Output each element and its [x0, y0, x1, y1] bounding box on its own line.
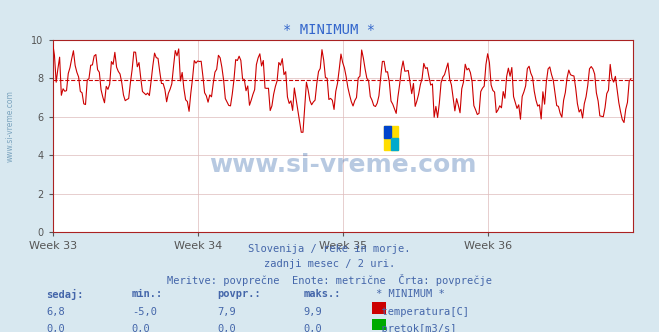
- Text: pretok[m3/s]: pretok[m3/s]: [369, 324, 457, 332]
- Bar: [384, 126, 391, 138]
- Text: -5,0: -5,0: [132, 307, 157, 317]
- Text: Meritve: povprečne  Enote: metrične  Črta: povprečje: Meritve: povprečne Enote: metrične Črta:…: [167, 274, 492, 286]
- Text: 0,0: 0,0: [132, 324, 150, 332]
- Text: sedaj:: sedaj:: [46, 289, 84, 300]
- Text: zadnji mesec / 2 uri.: zadnji mesec / 2 uri.: [264, 259, 395, 269]
- Bar: [384, 126, 398, 150]
- Text: * MINIMUM *: * MINIMUM *: [283, 23, 376, 37]
- Text: temperatura[C]: temperatura[C]: [369, 307, 469, 317]
- Text: 7,9: 7,9: [217, 307, 236, 317]
- Text: 0,0: 0,0: [217, 324, 236, 332]
- Text: 9,9: 9,9: [303, 307, 322, 317]
- Text: www.si-vreme.com: www.si-vreme.com: [5, 90, 14, 162]
- Text: min.:: min.:: [132, 289, 163, 299]
- Text: 0,0: 0,0: [46, 324, 65, 332]
- Text: Slovenija / reke in morje.: Slovenija / reke in morje.: [248, 244, 411, 254]
- Text: * MINIMUM *: * MINIMUM *: [376, 289, 444, 299]
- Text: maks.:: maks.:: [303, 289, 341, 299]
- Text: www.si-vreme.com: www.si-vreme.com: [209, 153, 476, 177]
- Bar: [391, 138, 398, 150]
- Text: 6,8: 6,8: [46, 307, 65, 317]
- Text: povpr.:: povpr.:: [217, 289, 261, 299]
- Text: 0,0: 0,0: [303, 324, 322, 332]
